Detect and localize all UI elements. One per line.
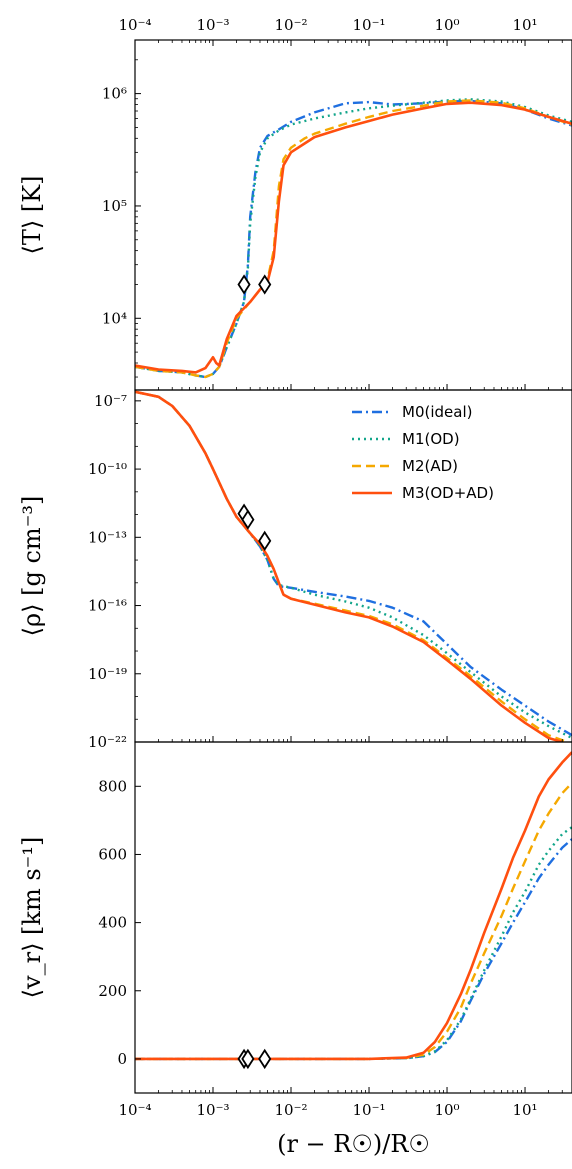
y-tick-label: 0 bbox=[117, 1050, 127, 1068]
diamond-marker bbox=[237, 274, 251, 295]
legend-label-m1: M1(OD) bbox=[402, 430, 460, 448]
temperature-panel: 10⁴ 10⁵ 10⁶ 10⁻⁴ 10⁻³ 10⁻² 10⁻¹ 10⁰ 10¹ ⟨T⟩ [K] bbox=[18, 16, 572, 391]
y-tick-label: 400 bbox=[98, 914, 127, 932]
velocity-axis-label: ⟨v_r⟩ [km s⁻¹] bbox=[18, 837, 46, 999]
diamond-marker bbox=[258, 1048, 272, 1070]
y-tick-label: 10⁴ bbox=[102, 309, 127, 327]
y-tick-label: 10⁵ bbox=[102, 197, 127, 215]
x-tick-label: 10⁻² bbox=[274, 1101, 307, 1119]
y-tick-label: 10⁻¹⁰ bbox=[88, 460, 127, 478]
y-tick-label: 10⁻²² bbox=[88, 733, 127, 751]
x-tick-label: 10⁻¹ bbox=[353, 1101, 386, 1119]
x-axis-label: (r − R☉)/R☉ bbox=[277, 1130, 430, 1158]
x-tick-label: 10⁻³ bbox=[196, 16, 229, 34]
x-tick-label: 10⁻³ bbox=[196, 1101, 229, 1119]
temperature-axis-label: ⟨T⟩ [K] bbox=[18, 175, 46, 254]
legend: M0(ideal) M1(OD) M2(AD) M3(OD+AD) bbox=[352, 403, 494, 502]
x-tick-label: 10⁻¹ bbox=[353, 16, 386, 34]
y-tick-label: 10⁻⁷ bbox=[94, 392, 127, 410]
legend-entry-m3: M3(OD+AD) bbox=[352, 484, 494, 502]
legend-label-m3: M3(OD+AD) bbox=[402, 484, 494, 502]
velocity-panel-frame bbox=[134, 741, 572, 1094]
legend-entry-m2: M2(AD) bbox=[352, 457, 458, 475]
series-line-m3-od-ad- bbox=[135, 751, 572, 1061]
y-tick-label: 10⁶ bbox=[102, 85, 127, 103]
legend-entry-m1: M1(OD) bbox=[352, 430, 460, 448]
diamond-marker bbox=[241, 509, 255, 530]
series-line-m3-od-ad- bbox=[135, 390, 563, 742]
density-axis-label: ⟨ρ⟩ [g cm⁻³] bbox=[18, 496, 46, 637]
legend-entry-m0: M0(ideal) bbox=[352, 403, 472, 421]
series-line-m1-od- bbox=[135, 98, 572, 379]
series-line-m3-od-ad- bbox=[135, 101, 572, 374]
legend-label-m0: M0(ideal) bbox=[402, 403, 472, 421]
y-tick-label: 200 bbox=[98, 982, 127, 1000]
x-tick-label: 10⁰ bbox=[434, 1101, 459, 1119]
legend-label-m2: M2(AD) bbox=[402, 457, 458, 475]
x-tick-label: 10⁻² bbox=[274, 16, 307, 34]
y-tick-label: 600 bbox=[98, 845, 127, 863]
series-line-m0-ideal- bbox=[135, 99, 572, 379]
x-tick-label: 10⁻⁴ bbox=[118, 16, 151, 34]
series-line-m2-ad- bbox=[135, 782, 572, 1061]
series-line-m0-ideal- bbox=[135, 390, 572, 737]
series-line-m2-ad- bbox=[135, 99, 572, 379]
temperature-panel-frame bbox=[134, 39, 572, 391]
diamond-marker bbox=[258, 530, 272, 551]
series-line-m1-od- bbox=[135, 826, 572, 1061]
density-panel: 10⁻⁷ 10⁻¹⁰ 10⁻¹³ 10⁻¹⁶ 10⁻¹⁹ 10⁻²² ⟨ρ⟩ [g cm⁻… bbox=[18, 389, 572, 751]
x-tick-label: 10⁰ bbox=[434, 16, 459, 34]
y-tick-label: 10⁻¹⁶ bbox=[88, 597, 127, 615]
velocity-panel: 0 200 400 600 800 10⁻⁴ 10⁻³ 10⁻² 10⁻¹ 10⁰ 10¹ ⟨v_… bbox=[18, 741, 572, 1119]
x-tick-label: 10¹ bbox=[512, 1101, 537, 1119]
x-tick-label: 10¹ bbox=[512, 16, 537, 34]
diamond-marker bbox=[241, 1048, 255, 1070]
y-tick-label: 10⁻¹⁹ bbox=[88, 665, 127, 683]
y-tick-label: 10⁻¹³ bbox=[88, 528, 127, 546]
x-tick-label: 10⁻⁴ bbox=[118, 1101, 151, 1119]
diamond-marker bbox=[258, 274, 272, 295]
series-line-m0-ideal- bbox=[135, 838, 572, 1061]
y-tick-label: 800 bbox=[98, 777, 127, 795]
